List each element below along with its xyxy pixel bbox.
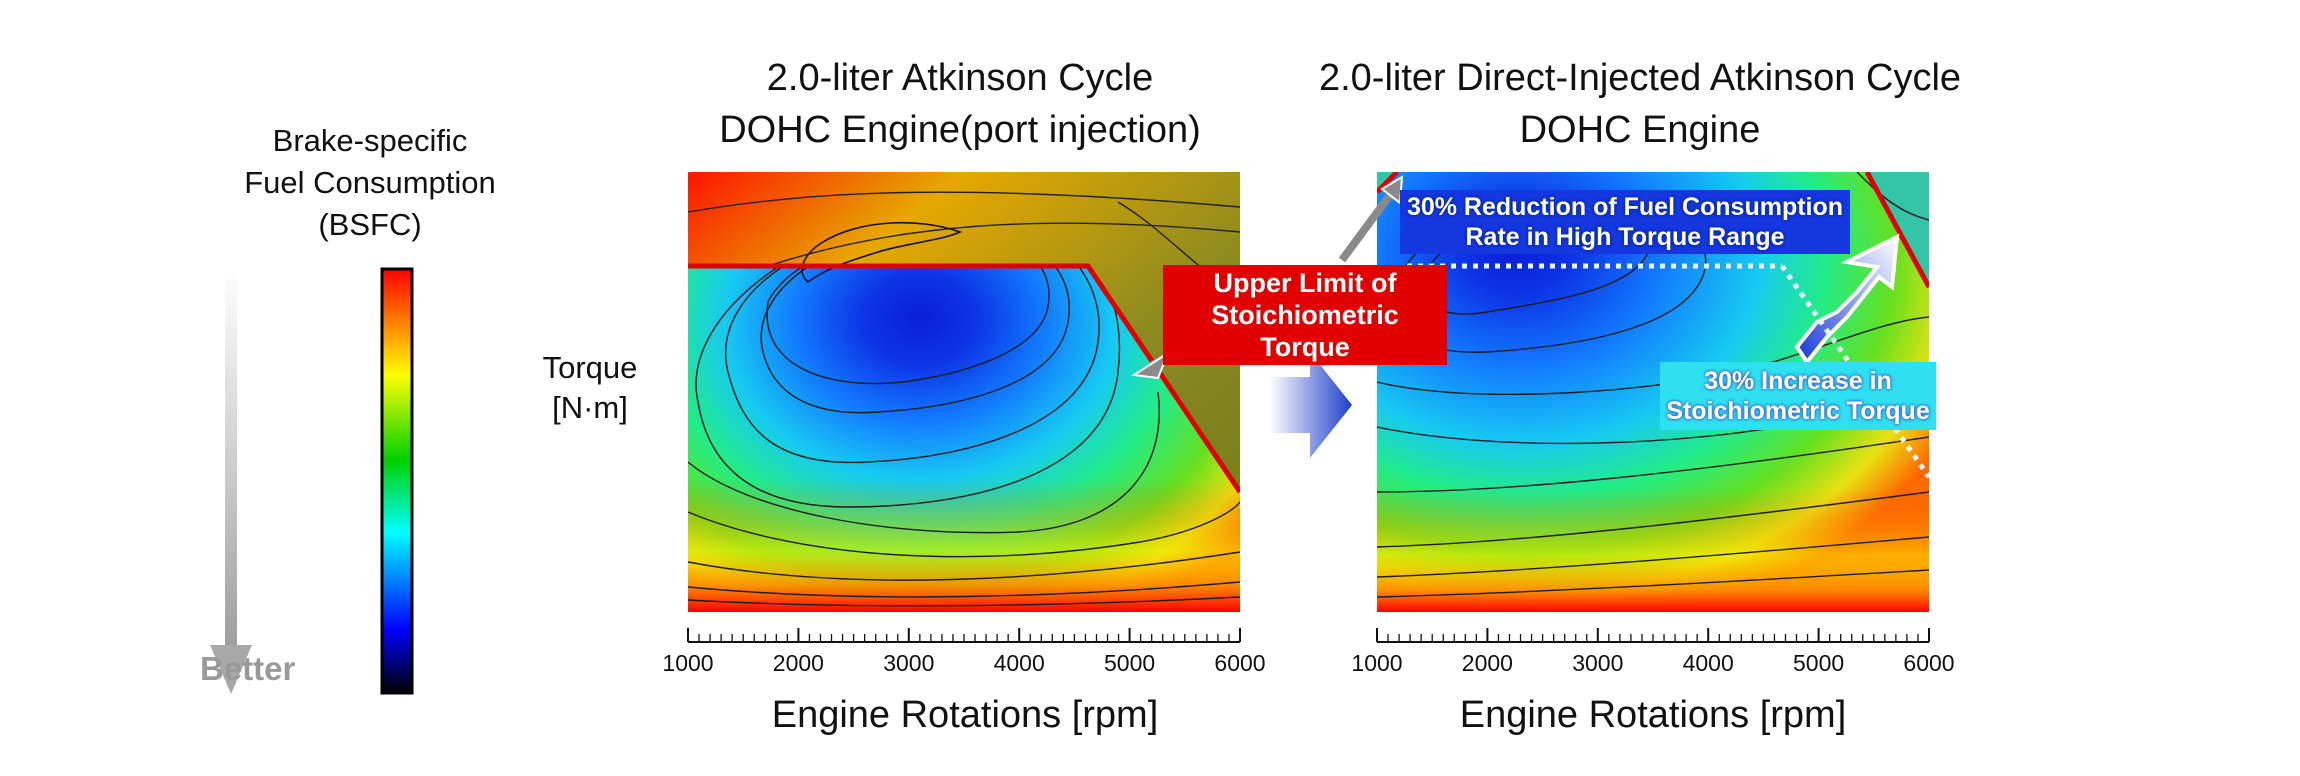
x-tick-label: 5000 <box>1104 650 1156 676</box>
x-tick-label: 5000 <box>1793 650 1845 676</box>
transition-arrow <box>1270 352 1352 458</box>
x-axes <box>687 628 1930 643</box>
left-heatmap <box>688 172 1240 612</box>
left-stoich-limit-line <box>688 263 1240 494</box>
stoich-limit-callout-line: Upper Limit of <box>1213 268 1397 298</box>
legend-graphic <box>210 267 414 695</box>
left-chart-title-line: DOHC Engine(port injection) <box>719 109 1201 151</box>
better-arrow-shaft <box>225 270 237 650</box>
fuel-reduction-callout: 30% Reduction of Fuel Consumption Rate i… <box>1400 190 1850 254</box>
right-x-axis <box>1376 628 1930 643</box>
x-tick-label: 3000 <box>1572 650 1624 676</box>
torque-increase-callout-line: 30% Increase in <box>1704 367 1892 395</box>
y-axis-label-line: Torque <box>542 350 638 385</box>
right-chart-title-line: DOHC Engine <box>1519 109 1761 151</box>
torque-increase-callout: 30% Increase in Stoichiometric Torque <box>1660 362 1936 430</box>
x-tick-label: 2000 <box>772 650 824 676</box>
x-tick-label: 1000 <box>662 650 714 676</box>
x-tick-label: 4000 <box>993 650 1045 676</box>
right-stoich-limit-line <box>1864 172 1929 289</box>
left-x-axis <box>687 628 1241 643</box>
right-chart-title-line: 2.0-liter Direct-Injected Atkinson Cycle <box>1318 57 1962 99</box>
x-tick-label: 1000 <box>1351 650 1403 676</box>
fuel-reduction-callout-line: Rate in High Torque Range <box>1465 223 1785 251</box>
colorbar <box>380 267 414 695</box>
x-tick-label: 6000 <box>1214 650 1266 676</box>
legend-title-line: (BSFC) <box>318 207 422 242</box>
torque-increase-arrow <box>1794 233 1900 366</box>
better-label: Better <box>200 650 296 687</box>
better-arrow-head <box>210 645 252 694</box>
fuel-reduction-callout-line: 30% Reduction of Fuel Consumption <box>1406 193 1844 221</box>
right-x-axis-label: Engine Rotations [rpm] <box>1459 694 1847 736</box>
right-chart-title: 2.0-liter Direct-Injected Atkinson Cycle… <box>1250 52 2030 156</box>
left-chart-title: 2.0-liter Atkinson Cycle DOHC Engine(por… <box>660 52 1260 156</box>
legend-title: Brake-specific Fuel Consumption (BSFC) <box>220 120 520 246</box>
legend-title-line: Fuel Consumption <box>244 165 496 200</box>
left-chart-title-line: 2.0-liter Atkinson Cycle <box>766 57 1154 99</box>
stoich-limit-callout-line: Stoichiometric Torque <box>1211 300 1399 362</box>
x-tick-label: 6000 <box>1903 650 1955 676</box>
legend-title-line: Brake-specific <box>272 123 468 158</box>
x-tick-label: 3000 <box>883 650 935 676</box>
y-axis-label-line: [N·m] <box>552 390 628 425</box>
y-axis-label: Torque [N·m] <box>520 348 660 428</box>
stoich-limit-callout: Upper Limit of Stoichiometric Torque <box>1163 265 1447 365</box>
torque-increase-callout-line: Stoichiometric Torque <box>1666 397 1930 425</box>
x-tick-label: 2000 <box>1461 650 1513 676</box>
x-tick-label: 4000 <box>1682 650 1734 676</box>
left-x-axis-label: Engine Rotations [rpm] <box>771 694 1159 736</box>
